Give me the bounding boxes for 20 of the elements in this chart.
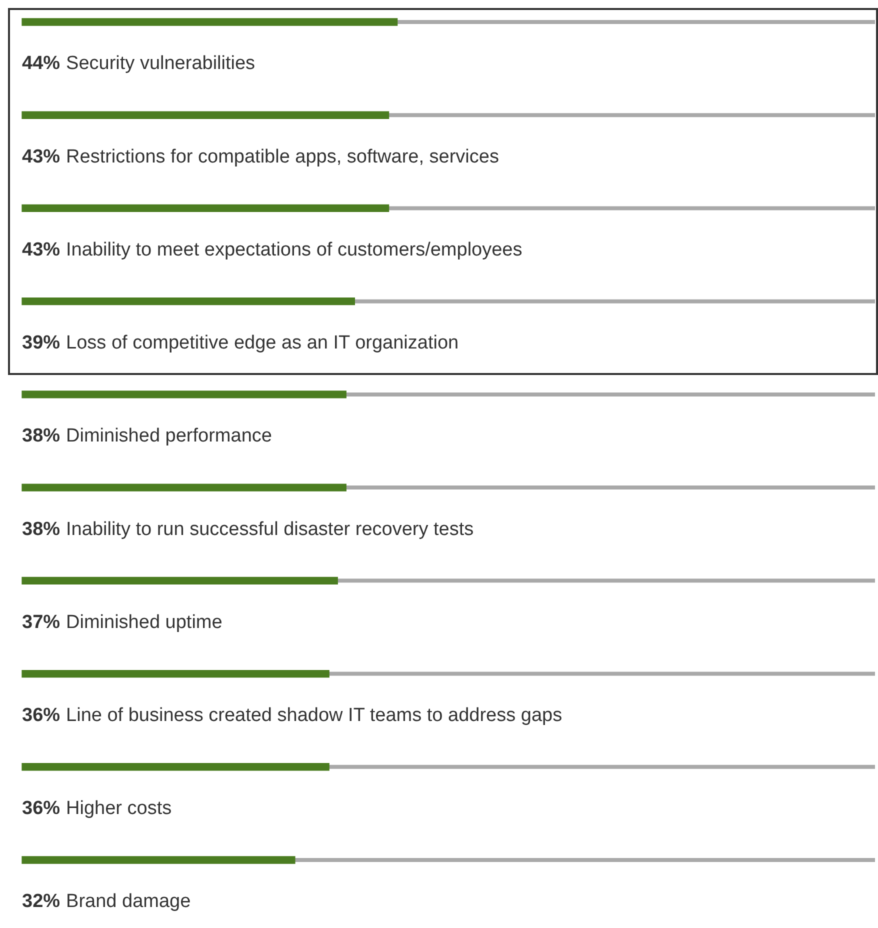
y-tick-label: Security vulnerabilities [66, 53, 256, 74]
y-tick-label: Diminished performance [66, 426, 272, 447]
y-tick-label: Inability to run successful disaster recovery tests [66, 518, 474, 540]
data-label: 36% [22, 798, 60, 820]
data-label: 39% [22, 332, 60, 354]
data-label: 44% [22, 53, 60, 74]
data-label: 32% [22, 891, 60, 912]
data-label: 38% [22, 518, 60, 540]
y-tick-label: Higher costs [66, 798, 172, 820]
data-label: 36% [22, 705, 60, 726]
y-tick-label: Line of business created shadow IT teams to address gaps [66, 705, 562, 726]
y-tick-label: Loss of competitive edge as an IT organization [66, 332, 459, 354]
y-tick-label: Brand damage [66, 891, 191, 912]
y-tick-label: Inability to meet expectations of customers/employees [66, 239, 522, 260]
data-label: 38% [22, 426, 60, 447]
data-label: 43% [22, 239, 60, 260]
data-label: 43% [22, 146, 60, 168]
data-label: 37% [22, 612, 60, 633]
y-tick-label: Restrictions for compatible apps, software, services [66, 146, 499, 168]
y-tick-label: Diminished uptime [66, 612, 222, 633]
